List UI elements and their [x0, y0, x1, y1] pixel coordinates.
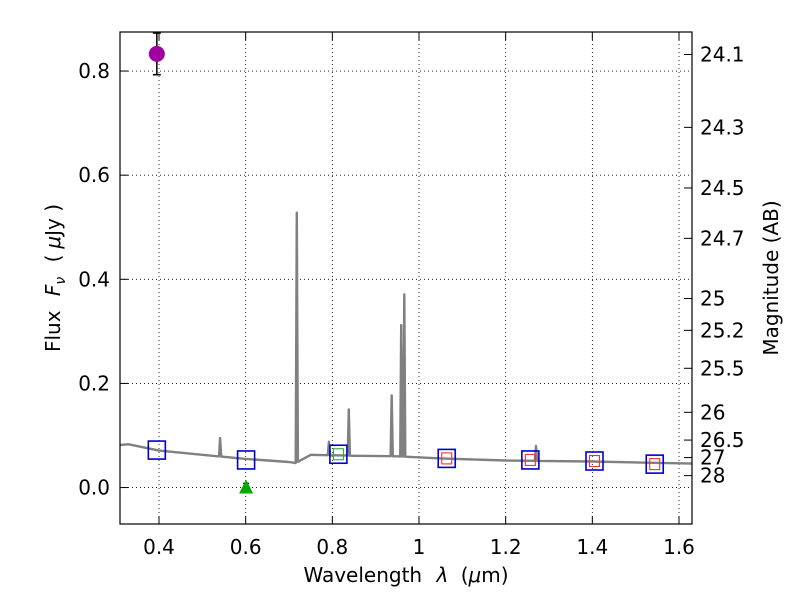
model-photometry-box [521, 450, 540, 470]
x-tick-label: 1.2 [490, 535, 522, 559]
model-spectrum-line [119, 211, 693, 465]
y2-tick-label: 24.5 [700, 176, 745, 200]
x-tick-label: 0.8 [316, 535, 348, 559]
y2-tick-label: 25.5 [700, 356, 745, 380]
grid [120, 32, 692, 524]
x-tick-label: 0.4 [143, 535, 175, 559]
y-axis-label: Flux Fν (μJy ) [41, 204, 70, 352]
model-photometry-inner [524, 453, 536, 467]
y-tick-label: 0.4 [78, 267, 110, 291]
y-tick-label: 0.6 [78, 163, 110, 187]
y2-tick-label: 26.5 [700, 428, 745, 452]
y2-tick-label: 25 [700, 287, 725, 311]
model-photometry-inner [649, 458, 661, 471]
x-tick-label: 1.4 [576, 535, 608, 559]
model-photometry-box [645, 454, 665, 474]
y2-tick-label: 24.7 [700, 226, 745, 250]
upper-limit-marker [239, 479, 254, 494]
observed-point [148, 45, 165, 62]
y2-tick-label: 26 [700, 400, 725, 424]
y2-tick-label: 27 [700, 446, 725, 470]
model-photometry-box [329, 444, 348, 465]
y2-tick-label: 24.3 [700, 115, 745, 139]
model-photometry-box [147, 440, 167, 460]
x-tick-label: 1.6 [663, 535, 695, 559]
model-photometry-box [236, 450, 256, 470]
x-tick-label: 1 [413, 535, 426, 559]
model-photometry-inner [332, 448, 344, 461]
model-photometry-inner [441, 452, 453, 465]
plot-frame [119, 31, 693, 525]
x-axis-label: Wavelength λ (μm) [303, 563, 508, 587]
plot-series [119, 32, 693, 494]
y2-tick-label: 25.2 [700, 318, 745, 342]
model-photometry-box [585, 451, 604, 471]
y-tick-label: 0.0 [78, 476, 110, 500]
model-photometry-box [437, 448, 457, 469]
y-tick-label: 0.8 [78, 59, 110, 83]
axis-ticks: 0.4 0.6 0.8 1 1.2 1.4 1.6 0.0 0.2 0.4 0.6 0.8 24.1 24… [78, 32, 745, 559]
y2-tick-label: 24.1 [700, 43, 745, 67]
y-tick-label: 0.2 [78, 371, 110, 395]
y2-axis-label: Magnitude (AB) [759, 200, 783, 355]
y2-tick-label: 28 [700, 464, 725, 488]
model-photometry-inner [588, 454, 601, 468]
x-tick-label: 0.6 [230, 535, 262, 559]
